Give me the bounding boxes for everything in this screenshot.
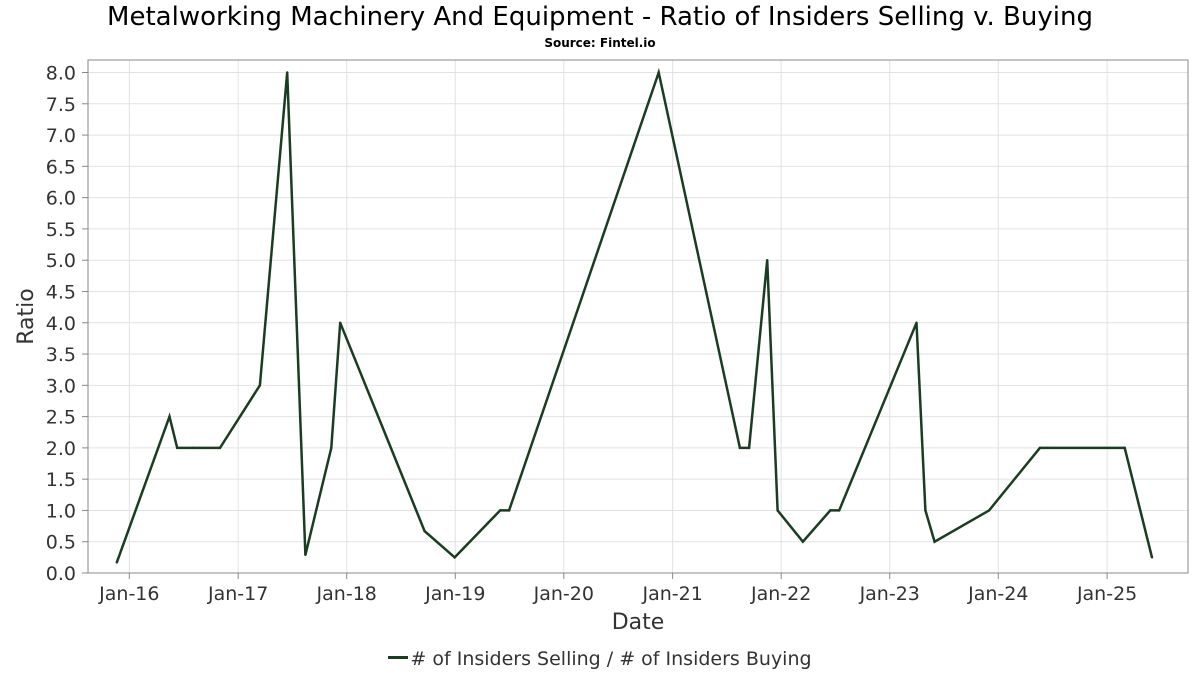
legend: # of Insiders Selling / # of Insiders Bu… — [0, 648, 1200, 670]
data-point — [829, 509, 832, 512]
y-tick-label: 2.0 — [46, 438, 76, 460]
y-tick-label: 3.0 — [46, 375, 76, 397]
x-tick-label: Jan-18 — [316, 583, 377, 605]
data-point — [168, 415, 171, 418]
x-tick-label: Jan-21 — [641, 583, 702, 605]
plot-frame — [87, 59, 1189, 574]
y-tick-label: 6.0 — [46, 188, 76, 210]
data-point — [987, 509, 991, 512]
y-tick-label: 4.0 — [46, 313, 76, 335]
data-point — [1038, 446, 1042, 450]
x-tick-label: Jan-19 — [424, 583, 485, 605]
data-point — [801, 540, 805, 543]
y-tick-label: 5.0 — [46, 250, 76, 272]
axis-ticks: 0.0 0.5 1.0 1.5 2.0 2.5 3.0 3.5 4.0 4.5 5.0 5.5 6.0 6… — [46, 63, 1137, 605]
y-tick-label: 6.5 — [46, 156, 76, 178]
x-tick-label: Jan-16 — [98, 583, 159, 605]
data-point — [498, 509, 502, 512]
x-tick-label: Jan-20 — [533, 583, 594, 605]
y-tick-label: 0.5 — [46, 532, 76, 554]
y-tick-label: 5.5 — [46, 219, 76, 241]
y-tick-label: 4.5 — [46, 281, 76, 303]
data-point — [330, 446, 333, 450]
data-point — [1123, 446, 1126, 450]
data-point — [1046, 446, 1049, 450]
x-tick-label: Jan-25 — [1076, 583, 1137, 605]
y-tick-label: 0.0 — [46, 563, 76, 585]
series-layer — [115, 67, 1154, 564]
data-point — [115, 561, 119, 564]
x-tick-label: Jan-24 — [967, 583, 1028, 605]
y-tick-label: 1.0 — [46, 500, 76, 522]
data-point — [507, 509, 511, 512]
x-tick-label: Jan-22 — [750, 583, 811, 605]
data-point — [915, 321, 918, 324]
data-point — [837, 509, 841, 512]
y-tick-label: 1.5 — [46, 469, 76, 491]
data-point — [453, 556, 456, 559]
series-line — [115, 67, 1154, 563]
data-point — [191, 446, 194, 450]
y-tick-label: 7.5 — [46, 94, 76, 116]
data-point — [747, 446, 751, 450]
legend-swatch — [388, 656, 409, 659]
data-point — [1150, 556, 1154, 559]
y-tick-label: 2.5 — [46, 407, 76, 429]
data-point — [338, 321, 342, 324]
x-tick-label: Jan-23 — [859, 583, 920, 605]
y-tick-label: 8.0 — [46, 63, 76, 85]
y-tick-label: 3.5 — [46, 344, 76, 366]
data-point — [738, 446, 742, 450]
data-point — [218, 446, 222, 450]
chart-title: Metalworking Machinery And Equipment - R… — [107, 2, 1093, 32]
x-axis-label: Date — [612, 610, 665, 635]
chart-subtitle: Source: Fintel.io — [544, 36, 656, 50]
data-point — [423, 529, 426, 533]
data-point — [286, 71, 289, 74]
data-point — [766, 258, 769, 262]
data-point — [776, 509, 779, 512]
data-point — [304, 553, 307, 557]
data-point — [258, 384, 262, 387]
legend-label: # of Insiders Selling / # of Insiders Bu… — [410, 648, 812, 670]
data-point — [924, 509, 927, 512]
y-tick-label: 7.0 — [46, 125, 76, 147]
y-axis-label: Ratio — [14, 288, 39, 344]
x-tick-label: Jan-17 — [207, 583, 268, 605]
data-point — [176, 446, 179, 450]
data-point — [657, 71, 660, 74]
data-point — [933, 540, 936, 543]
